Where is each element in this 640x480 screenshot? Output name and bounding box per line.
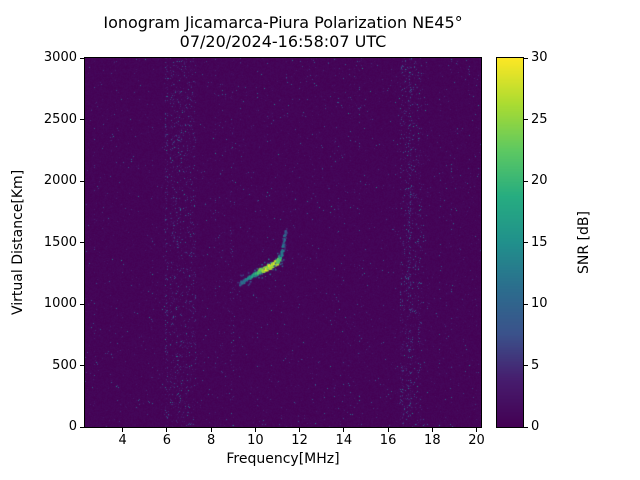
colorbar-label: SNR [dB] (576, 211, 592, 274)
y-tick-label: 500 (52, 357, 77, 373)
y-tick-label: 3000 (43, 50, 77, 65)
colorbar-tick-label: 20 (531, 173, 548, 188)
colorbar-gradient-canvas (497, 58, 523, 427)
colorbar-tick-mark (524, 365, 528, 366)
x-tick-mark (254, 428, 256, 432)
y-tick-mark (80, 119, 84, 120)
x-tick-mark (210, 428, 212, 432)
y-tick-mark (80, 242, 84, 243)
x-tick-label: 4 (118, 433, 127, 448)
y-tick-label: 1000 (43, 296, 77, 311)
colorbar-tick-mark (524, 242, 528, 243)
x-tick-mark (476, 428, 478, 432)
x-tick-mark (387, 428, 389, 432)
y-tick-label: 1500 (43, 234, 77, 250)
y-tick-mark (80, 426, 84, 428)
x-tick-mark (166, 428, 168, 432)
x-axis-label: Frequency[MHz] (226, 451, 340, 467)
y-tick-mark (80, 180, 84, 182)
colorbar-tick-label: 5 (531, 357, 540, 373)
y-axis-label: Virtual Distance[Km] (10, 169, 26, 316)
x-tick-label: 20 (468, 433, 485, 448)
colorbar-tick-mark (524, 180, 528, 182)
ionogram-heatmap-canvas (85, 58, 481, 427)
colorbar-tick-label: 0 (531, 419, 540, 434)
x-tick-label: 16 (379, 433, 397, 448)
colorbar-tick-mark (524, 119, 528, 120)
colorbar-tick-label: 10 (531, 296, 548, 311)
colorbar-tick-mark (524, 303, 528, 305)
y-tick-label: 2500 (43, 111, 77, 127)
x-tick-mark (299, 428, 301, 432)
plot-area (84, 57, 482, 428)
y-tick-mark (80, 303, 84, 305)
y-tick-label: 2000 (43, 173, 77, 188)
colorbar (496, 57, 524, 428)
y-tick-label: 0 (68, 419, 77, 434)
colorbar-tick-mark (524, 57, 528, 59)
colorbar-tick-label: 30 (531, 50, 548, 65)
x-tick-mark (431, 428, 433, 432)
x-tick-label: 8 (206, 433, 216, 448)
colorbar-tick-mark (524, 426, 528, 428)
colorbar-tick-label: 15 (531, 234, 548, 250)
x-tick-label: 10 (247, 433, 264, 448)
x-tick-label: 14 (335, 433, 353, 448)
x-tick-mark (122, 428, 124, 432)
x-tick-label: 12 (291, 433, 308, 448)
y-tick-mark (80, 57, 84, 59)
plot-subtitle: 07/20/2024-16:58:07 UTC (179, 32, 387, 51)
y-tick-mark (80, 365, 84, 366)
x-tick-label: 18 (424, 433, 441, 448)
x-tick-label: 6 (162, 433, 171, 448)
plot-title: Ionogram Jicamarca-Piura Polarization NE… (103, 13, 463, 32)
colorbar-tick-label: 25 (531, 111, 548, 127)
x-tick-mark (343, 428, 345, 432)
